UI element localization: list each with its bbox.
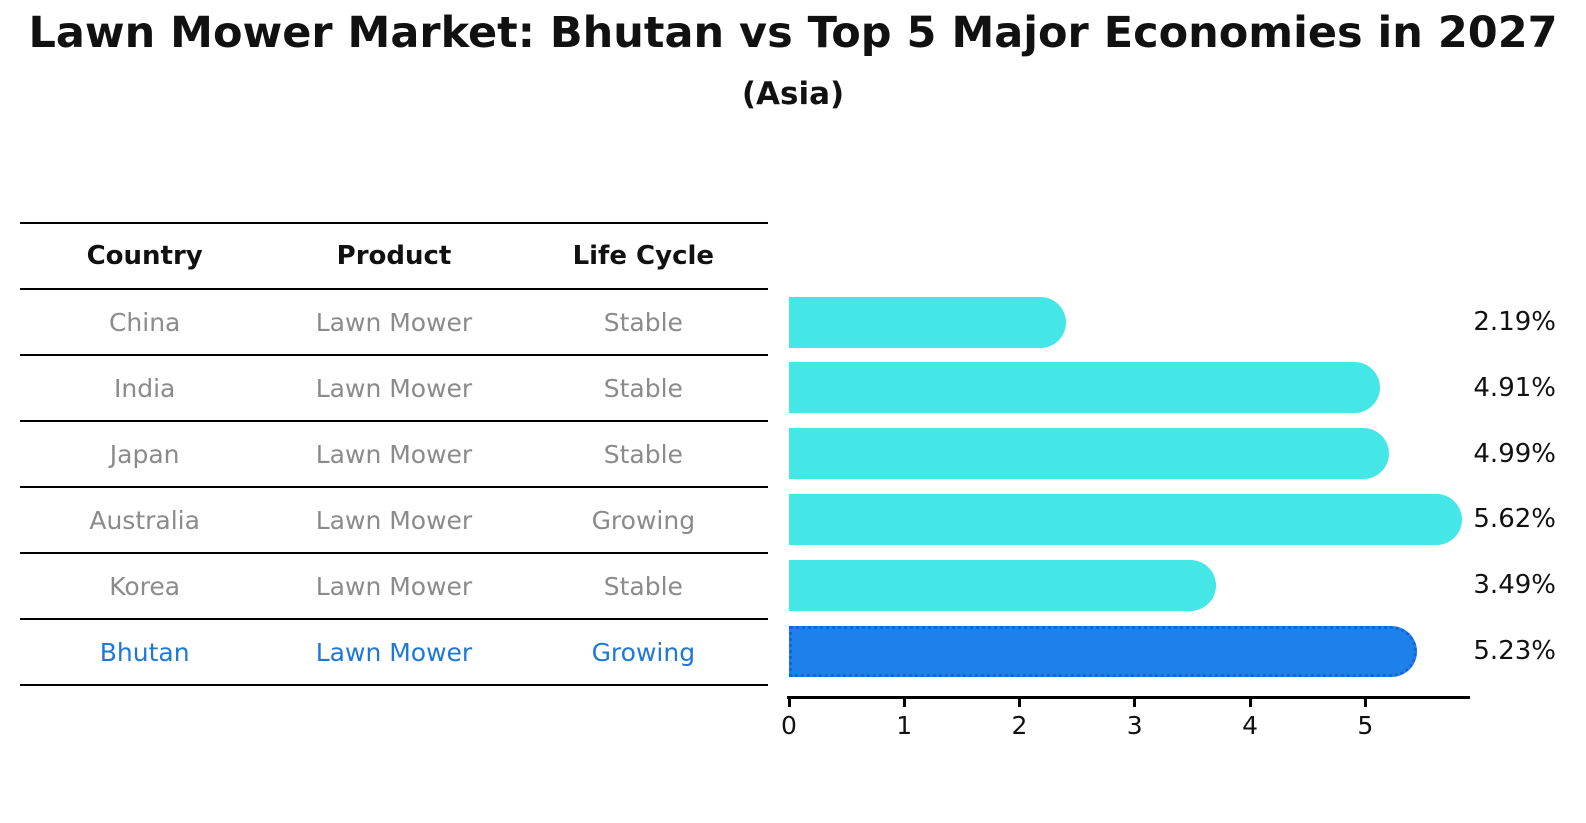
cell-life-cycle: Stable: [603, 373, 683, 403]
cell-product: Lawn Mower: [315, 637, 473, 667]
cell-product: Lawn Mower: [315, 571, 473, 601]
bar-value-label-bhutan: 5.23%: [1473, 636, 1556, 666]
table-row-china: China Lawn Mower Stable: [20, 290, 768, 356]
x-tick-label: 1: [896, 711, 913, 740]
cell-life-cycle: Stable: [603, 571, 683, 601]
bar-korea: [789, 559, 1217, 611]
x-tick-mark: [787, 697, 791, 707]
table-header-row: Country Product Life Cycle: [20, 224, 768, 290]
cell-product: Lawn Mower: [315, 505, 473, 535]
bar-australia: [789, 493, 1462, 545]
x-tick-label: 2: [1011, 711, 1028, 740]
bar-china: [789, 296, 1067, 348]
x-tick-mark: [902, 697, 906, 707]
cell-product: Lawn Mower: [315, 373, 473, 403]
x-tick-mark: [1363, 697, 1367, 707]
x-tick-mark: [1248, 697, 1252, 707]
column-header-product: Product: [336, 241, 452, 271]
table-row-australia: Australia Lawn Mower Growing: [20, 488, 768, 554]
chart-subtitle: (Asia): [741, 76, 845, 112]
x-tick-label: 4: [1242, 711, 1258, 740]
country-table: Country Product Life Cycle China Lawn Mow…: [20, 222, 768, 686]
x-tick-label: 5: [1357, 711, 1374, 740]
x-axis-line: [787, 696, 1470, 699]
cell-country: India: [113, 373, 176, 403]
bar-value-label-china: 2.19%: [1473, 307, 1556, 337]
table-row-japan: Japan Lawn Mower Stable: [20, 422, 768, 488]
cell-life-cycle: Stable: [603, 307, 683, 337]
bar-bhutan: [789, 625, 1417, 677]
bar-japan: [789, 428, 1390, 480]
x-tick-mark: [1133, 697, 1137, 707]
table-row-bhutan: Bhutan Lawn Mower Growing: [20, 620, 768, 684]
cell-country: Japan: [109, 439, 180, 469]
cell-life-cycle: Growing: [591, 505, 696, 535]
x-tick-label: 3: [1126, 711, 1143, 740]
cell-country: Australia: [89, 505, 200, 535]
cell-country: China: [108, 307, 181, 337]
column-header-lifecycle: Life Cycle: [572, 241, 715, 271]
table-row-korea: Korea Lawn Mower Stable: [20, 554, 768, 620]
x-tick-label: 0: [781, 711, 797, 740]
cell-life-cycle: Stable: [603, 439, 683, 469]
cell-country: Korea: [109, 571, 181, 601]
bar-india: [789, 362, 1380, 414]
bar-value-label-australia: 5.62%: [1473, 504, 1556, 535]
bar-value-label-korea: 3.49%: [1473, 570, 1556, 601]
cell-country: Bhutan: [99, 637, 190, 667]
bar-value-label-japan: 4.99%: [1473, 438, 1556, 469]
table-row-india: India Lawn Mower Stable: [20, 356, 768, 422]
cell-life-cycle: Growing: [591, 637, 696, 667]
column-header-country: Country: [86, 241, 203, 271]
cell-product: Lawn Mower: [315, 307, 473, 337]
chart-title: Lawn Mower Market: Bhutan vs Top 5 Major…: [28, 8, 1558, 58]
cell-product: Lawn Mower: [315, 439, 473, 469]
bar-value-label-india: 4.91%: [1473, 372, 1556, 403]
x-tick-mark: [1018, 697, 1021, 707]
